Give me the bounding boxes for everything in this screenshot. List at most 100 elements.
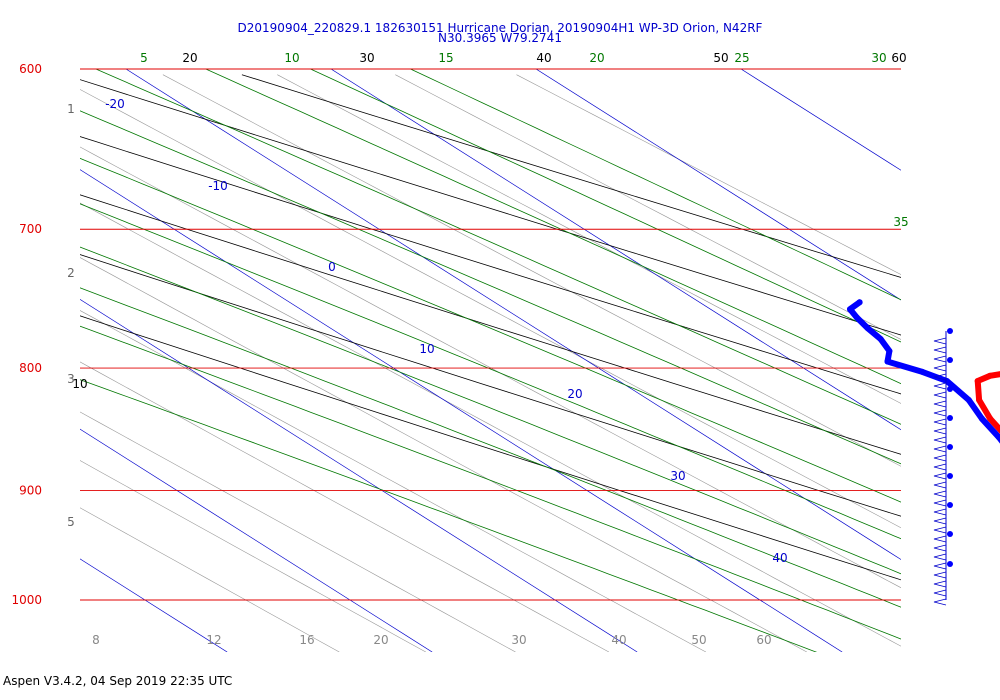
height-label: 5 [67, 515, 75, 529]
wind-barb-flag [933, 427, 947, 435]
wind-barb-flag [933, 409, 947, 417]
moist-adiabat-label: 35 [893, 215, 908, 229]
footer-version: Aspen V3.4.2, 04 Sep 2019 22:35 UTC [3, 674, 233, 688]
mixing-ratio-label: 40 [611, 633, 626, 647]
pressure-label: 700 [19, 222, 42, 236]
mixing-ratio-label: 16 [299, 633, 314, 647]
isotherm-label: 0 [328, 260, 336, 274]
grid-lines [80, 69, 1000, 652]
wind-barb-flag [933, 454, 947, 462]
moist-adiabat-line [80, 325, 901, 640]
wind-barb-flag [933, 472, 947, 480]
temperature-point [976, 397, 983, 403]
wind-barb-flag [933, 373, 947, 381]
moist-adiabat-line [80, 203, 901, 540]
wind-barb-flag [933, 571, 947, 579]
dry-adiabat-label: 30 [359, 51, 374, 65]
wind-barb-dot [947, 531, 953, 537]
moist-adiabat-label: 30 [871, 51, 886, 65]
wind-barb-flag [933, 382, 947, 390]
wind-barb-dot [947, 386, 953, 392]
mixing-ratio-label: 8 [92, 633, 100, 647]
sounding-traces [847, 299, 1000, 444]
temperature-trace [974, 371, 1000, 434]
temperature-point [987, 372, 993, 379]
moist-adiabat-line [409, 69, 901, 301]
isotherm-label: -10 [208, 179, 228, 193]
wind-barb-dot [947, 328, 953, 334]
moist-adiabat-line [94, 69, 901, 425]
wind-barb-flag [933, 535, 947, 543]
wind-barb-dot [947, 415, 953, 421]
isotherm-line [740, 69, 901, 171]
mixing-ratio-line [80, 361, 610, 652]
moist-adiabat-line [309, 69, 901, 343]
isotherm-label: -20 [105, 97, 125, 111]
temperature-point [974, 378, 981, 384]
wind-barb-dot [947, 444, 953, 450]
moist-adiabat-label: 10 [284, 51, 299, 65]
dewpoint-point [877, 336, 884, 343]
dewpoint-point [886, 348, 893, 354]
dewpoint-point [847, 306, 853, 313]
wind-barb-dot [947, 473, 953, 479]
dry-adiabat-line [80, 136, 901, 395]
dewpoint-point [995, 434, 1000, 441]
moist-adiabat-line [80, 246, 901, 575]
dewpoint-point [884, 358, 891, 365]
wind-barb-flag [933, 598, 947, 606]
isotherm-line [125, 69, 901, 560]
moist-adiabat-label: 15 [438, 51, 453, 65]
dewpoint-point [979, 415, 985, 422]
mixing-ratio-line [80, 202, 901, 647]
temperature-point [987, 415, 994, 422]
moist-adiabat-line [80, 287, 901, 608]
dry-adiabat-label: 40 [536, 51, 551, 65]
wind-barb-flag [933, 463, 947, 471]
dewpoint-point [919, 368, 926, 375]
isotherm-label: 30 [670, 469, 685, 483]
height-label: 2 [67, 266, 75, 280]
isotherm-line [946, 69, 1000, 652]
isotherm-label: 10 [419, 342, 434, 356]
chart-title: D20190904_220829.1 182630151 Hurricane D… [237, 21, 763, 35]
wind-barb-flag [933, 526, 947, 534]
dry-adiabat-label: 10 [72, 377, 87, 391]
mixing-ratio-line [80, 411, 516, 652]
mixing-ratio-line [80, 257, 807, 652]
moist-adiabat-line [80, 157, 901, 503]
wind-barb-flag [933, 346, 947, 354]
wind-barb-dot [947, 502, 953, 508]
wind-barb-flag [933, 481, 947, 489]
wind-barb-flag [933, 355, 947, 363]
mixing-ratio-label: 12 [206, 633, 221, 647]
dewpoint-point [864, 325, 871, 332]
mixing-ratio-line [162, 74, 901, 467]
dewpoint-trace [847, 299, 1000, 444]
moist-adiabat-label: 5 [140, 51, 148, 65]
isotherm-line [80, 169, 843, 652]
wind-barb-flag [933, 553, 947, 561]
chart-subtitle-location: N30.3965 W79.2741 [438, 31, 562, 45]
dry-adiabat-line [80, 315, 901, 581]
wind-barb-flag [933, 562, 947, 570]
wind-barb-flag [933, 517, 947, 525]
mixing-ratio-line [80, 89, 901, 529]
axis-labels: 600 700 800 900 1000 -20 -10 0 10 20 30 40 10 20 30 40 5… [11, 51, 908, 647]
dewpoint-point [965, 397, 972, 403]
isotherm-line [80, 428, 433, 652]
dry-adiabat-line [241, 74, 901, 278]
pressure-label: 600 [19, 62, 42, 76]
moist-adiabat-label: 25 [734, 51, 749, 65]
wind-barb-flag [933, 364, 947, 372]
height-label: 3 [67, 372, 75, 386]
wind-barb-flag [933, 508, 947, 516]
wind-barb-flag [933, 418, 947, 426]
mixing-ratio-line [277, 74, 901, 404]
moist-adiabat-line [80, 110, 901, 465]
wind-barb-flag [933, 580, 947, 588]
isotherm-line [535, 69, 901, 301]
wind-barb-flag [933, 490, 947, 498]
mixing-ratio-line [80, 310, 707, 652]
